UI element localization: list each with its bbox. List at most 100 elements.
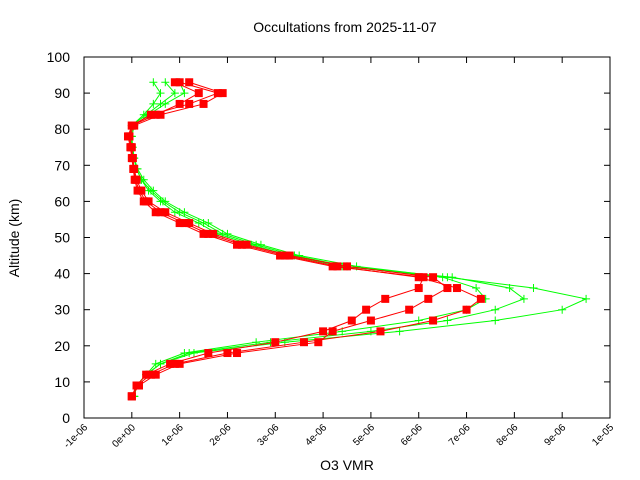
data-point [347,316,356,325]
data-point [505,284,514,293]
data-point [452,284,461,293]
data-point [149,99,158,108]
y-tick-label: 10 [54,374,70,390]
data-point [185,99,194,108]
data-point [151,110,160,119]
data-point [233,240,242,249]
data-point [156,197,165,206]
y-tick-label: 60 [54,193,70,209]
data-point [333,262,342,271]
y-tick-label: 80 [54,121,70,137]
data-point [180,89,189,98]
series-3 [125,78,485,401]
data-point [343,262,351,271]
data-point [429,273,438,282]
data-point [149,78,158,87]
data-point [237,240,246,249]
data-point [204,229,213,238]
data-point [133,186,142,195]
data-point [209,229,218,238]
data-point [194,219,203,228]
series-line [128,81,449,397]
plot-marks [123,78,591,401]
data-point [199,229,208,238]
y-tick-label: 70 [54,157,70,173]
data-point [185,78,194,87]
data-point [175,219,184,228]
data-point [314,338,323,347]
data-point [151,359,160,368]
data-point [199,99,208,108]
data-point [204,349,213,358]
data-point [156,89,165,98]
series-line [131,81,588,397]
data-point [395,327,404,336]
x-tick-label: 4e-06 [303,422,329,448]
data-point [161,78,170,87]
x-tick-label: 6e-06 [399,422,425,448]
data-point [424,294,433,303]
x-tick-label: -1e-06 [62,422,91,451]
data-point [414,273,423,282]
data-point [175,78,184,87]
series-1 [126,78,528,401]
x-tick-label: 1e-06 [160,422,186,448]
data-point [180,219,189,228]
data-point [519,294,528,303]
data-point [127,121,136,130]
data-point [381,294,390,303]
data-point [156,208,165,217]
series-line [128,81,482,397]
data-point [170,78,179,87]
data-point [414,284,423,293]
data-point [146,110,155,119]
data-point [161,208,170,217]
data-point [582,294,591,303]
data-point [166,359,175,368]
y-tick-label: 50 [54,230,70,246]
data-point [123,132,132,141]
data-point [194,89,203,98]
data-point [429,316,438,325]
data-point [170,359,179,368]
data-point [328,262,337,271]
data-point [405,305,414,314]
x-tick-label: 2e-06 [208,422,234,448]
series-5 [123,78,428,401]
data-point [142,370,151,379]
data-point [139,197,148,206]
y-tick-label: 100 [47,49,71,65]
data-point [491,305,500,314]
data-point [156,110,165,119]
data-point [126,143,135,152]
x-tick-label: 1e-05 [590,422,616,448]
chart-title: Occultations from 2025-11-07 [253,19,437,35]
data-point [462,305,471,314]
data-point [366,316,375,325]
data-point [362,305,371,314]
x-tick-label: 8e-06 [495,422,521,448]
data-point [146,370,155,379]
data-point [280,251,289,260]
data-point [175,359,184,368]
data-point [151,370,160,379]
data-point [144,197,153,206]
series-line [127,81,425,397]
data-point [180,349,189,358]
data-point [271,338,280,347]
data-point [175,99,184,108]
data-point [366,327,375,336]
data-point [328,327,337,336]
data-point [443,284,452,293]
data-point [438,273,447,282]
series-4 [125,78,452,401]
data-point [443,316,452,325]
data-point [233,349,242,358]
data-point [558,305,567,314]
y-tick-label: 0 [62,410,70,426]
data-point [472,284,481,293]
x-axis-label: O3 VMR [320,457,374,473]
data-point [376,327,385,336]
data-point [218,89,227,98]
data-point [127,392,136,401]
